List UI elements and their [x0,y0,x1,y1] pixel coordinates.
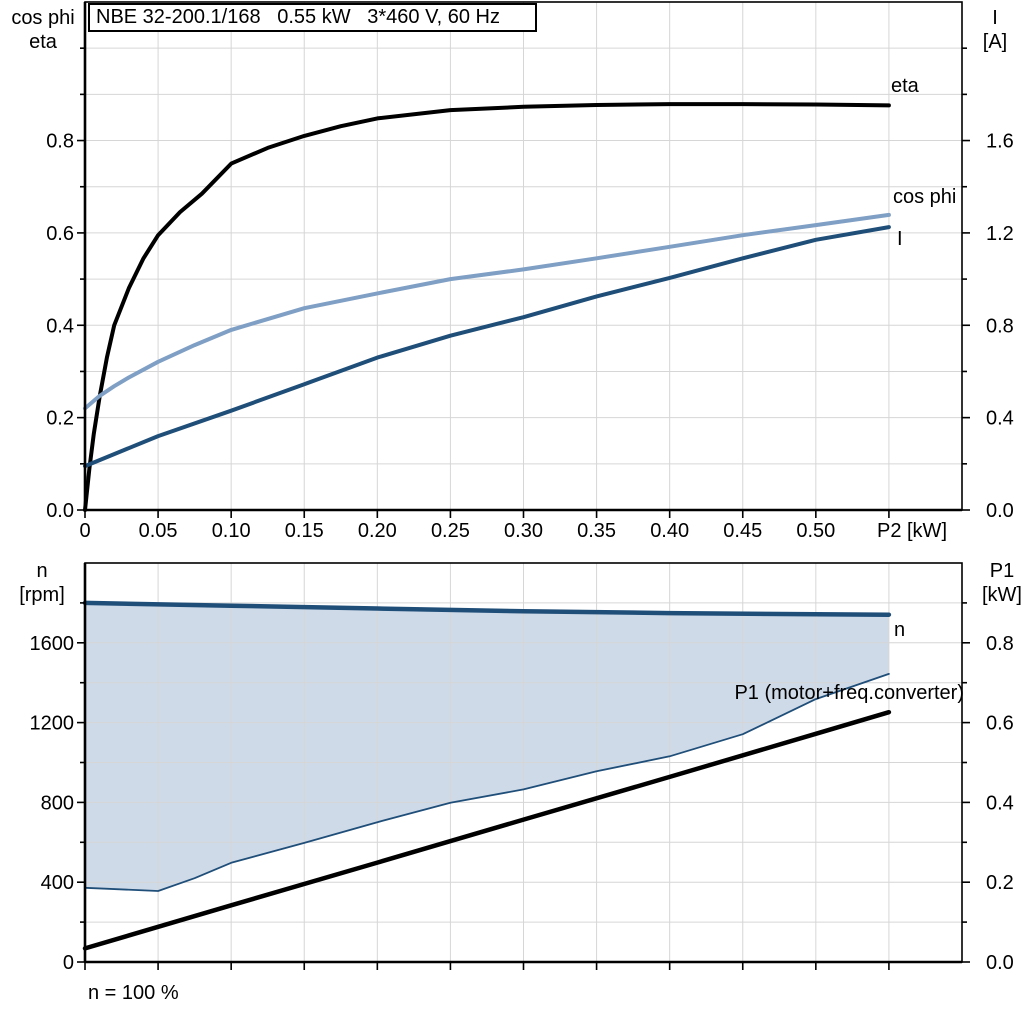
eta-curve-label: eta [891,75,920,97]
tick-marks [77,47,970,518]
gridlines [85,563,962,962]
curve-eta [83,102,891,512]
top-left-axis-title-line1: cos phi [11,7,74,29]
top-right-axis-title-line2: [A] [983,31,1007,53]
curve-n [82,600,892,617]
top-x-axis-title: P2 [kW] [877,520,947,542]
tick-marks [77,602,970,970]
tick-label: 0.2 [986,872,1014,894]
bottom-right-axis-title-line2: [kW] [982,584,1022,606]
top-chart-electrical-curves: 0 0.05 0.10 0.15 0.20 0.25 0.30 0.35 0.40 0.45 0.5… [46,1,1014,542]
top-right-axis-title-line1: I [992,7,998,29]
tick-label: 0.40 [650,520,689,542]
bottom-right-axis-title-line1: P1 [990,560,1014,582]
gridlines [85,2,962,510]
p1-curve-label: P1 (motor+freq.converter) [734,682,964,704]
tick-label: 0 [63,952,74,974]
tick-label: 0.6 [46,223,74,245]
tick-label: 1600 [30,633,75,655]
curve-p1-motor-freq-converter [82,709,892,951]
tick-label: 0.30 [504,520,543,542]
tick-label: 0.0 [46,500,74,522]
tick-label: 0.8 [986,633,1014,655]
tick-label: 0.10 [212,520,251,542]
speed-footnote: n = 100 % [88,982,179,1004]
tick-label: 0.50 [796,520,835,542]
tick-label: 0.05 [139,520,178,542]
tick-label: 400 [41,872,74,894]
tick-label: 1200 [30,713,75,735]
tick-label: 1.6 [986,131,1014,153]
tick-label: 0.8 [986,315,1014,337]
bottom-left-axis-title-line2: [rpm] [19,584,65,606]
curve-n-min [84,673,890,892]
tick-label: 0.25 [431,520,470,542]
cos-phi-curve-label: cos phi [893,186,956,208]
tick-label: 0.35 [577,520,616,542]
current-curve-label: I [897,228,903,250]
curve-i [83,225,891,469]
tick-label: 0.0 [986,952,1014,974]
tick-label: 0.6 [986,713,1014,735]
tick-label: 0.15 [285,520,324,542]
tick-label: 0.20 [358,520,397,542]
chart-title: NBE 32-200.1/168 0.55 kW 3*460 V, 60 Hz [96,6,500,28]
top-left-axis-title-line2: eta [29,31,58,53]
tick-label: 0.4 [46,315,74,337]
tick-label: 0.4 [986,792,1014,814]
tick-label: 0.0 [986,500,1014,522]
bottom-left-axis-title-line1: n [36,560,47,582]
tick-label: 0 [79,520,90,542]
tick-label: 800 [41,792,74,814]
tick-label: 0.2 [46,408,74,430]
bottom-chart-speed-power: 0 400 800 1200 1600 0.0 0.2 0.4 0.6 0.8 [30,562,1014,974]
tick-label: 1.2 [986,223,1014,245]
curve-cos-phi [83,212,891,411]
tick-label: 0.45 [723,520,762,542]
tick-label: 0.4 [986,408,1014,430]
tick-label: 0.8 [46,131,74,153]
speed-curve-label: n [894,619,905,641]
tick-labels: 0 400 800 1200 1600 0.0 0.2 0.4 0.6 0.8 [30,633,1014,974]
operating-range-area [85,602,889,891]
chart-title-box: NBE 32-200.1/168 0.55 kW 3*460 V, 60 Hz [88,3,537,32]
tick-labels: 0 0.05 0.10 0.15 0.20 0.25 0.30 0.35 0.40 0.45 0.5… [46,131,1014,542]
